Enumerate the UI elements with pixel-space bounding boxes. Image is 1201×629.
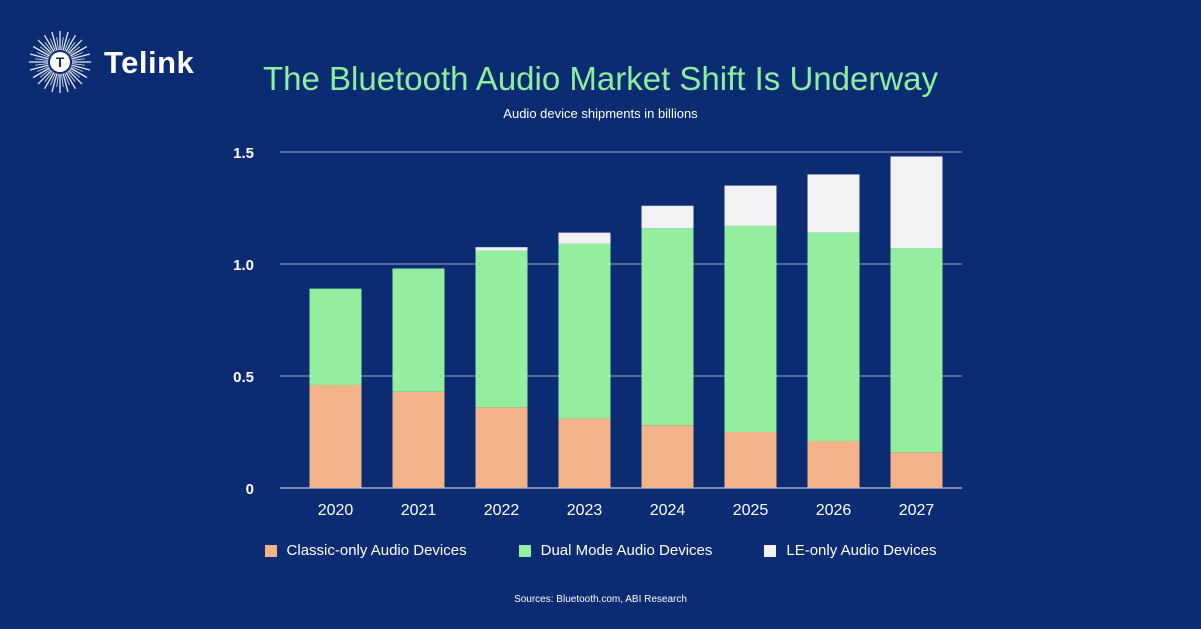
bar-segment-classic xyxy=(641,425,694,488)
bar-segment-classic xyxy=(558,418,611,488)
x-tick-label: 2026 xyxy=(816,502,852,519)
bar-segment-dual-mode xyxy=(890,248,943,453)
stacked-bar-chart: 0 0.5 1.0 1.5 2020 2021 2022 2023 2024 2025 2026 20… xyxy=(233,145,962,519)
logo-ray xyxy=(61,37,64,51)
bar-segment-le-only xyxy=(641,205,694,229)
logo-ray xyxy=(64,72,70,86)
logo-ray xyxy=(37,39,52,54)
logo-ray xyxy=(66,71,76,83)
logo-ray xyxy=(43,34,55,52)
bar-segment-classic xyxy=(309,384,362,488)
logo-ray xyxy=(68,39,83,54)
logo-ray xyxy=(29,64,49,71)
legend-label-le-only: LE-only Audio Devices xyxy=(786,542,937,559)
bar-segment-dual-mode xyxy=(392,268,445,392)
chart-legend: Classic-only Audio Devices Dual Mode Aud… xyxy=(0,542,1201,559)
x-tick-label: 2023 xyxy=(567,502,603,519)
bar-segment-classic xyxy=(392,391,445,488)
x-tick-label: 2022 xyxy=(484,502,520,519)
logo-ray xyxy=(36,66,50,72)
logo-ray xyxy=(62,73,69,93)
logo-ray xyxy=(32,45,50,57)
chart-title: The Bluetooth Audio Market Shift Is Unde… xyxy=(262,60,939,97)
bar-segment-le-only xyxy=(890,156,943,249)
brand-name: Telink xyxy=(104,45,195,80)
logo-ray xyxy=(70,45,88,57)
legend-swatch-classic xyxy=(264,544,277,557)
logo-ray xyxy=(68,70,83,85)
logo-ray xyxy=(66,41,76,53)
legend-item-classic: Classic-only Audio Devices xyxy=(264,542,467,559)
logo-ray xyxy=(70,66,84,72)
x-tick-label: 2021 xyxy=(401,502,437,519)
bar-segment-dual-mode xyxy=(309,288,362,385)
logo-ray xyxy=(71,53,91,60)
logo-ray xyxy=(39,46,51,56)
logo-ray xyxy=(39,68,51,78)
logo-ray xyxy=(35,63,49,66)
bar-segment-classic xyxy=(475,407,528,488)
logo-ray xyxy=(64,38,70,52)
legend-label-classic: Classic-only Audio Devices xyxy=(286,542,467,559)
logo-ray xyxy=(65,34,77,52)
legend-swatch-le-only xyxy=(764,544,777,557)
source-note: Sources: Bluetooth.com, ABI Research xyxy=(514,594,687,605)
legend-label-dual-mode: Dual Mode Audio Devices xyxy=(540,542,713,559)
logo-letter: T xyxy=(56,54,65,70)
logo-ray xyxy=(69,46,81,56)
y-tick-label: 0.5 xyxy=(233,369,254,386)
logo-ray xyxy=(50,38,56,52)
logo-ray xyxy=(51,73,58,93)
logo-ray xyxy=(36,52,50,58)
logo-ray xyxy=(61,73,64,87)
logo-ray xyxy=(70,52,84,58)
logo-ray xyxy=(71,58,85,61)
bar-segment-le-only xyxy=(475,247,528,251)
logo-ray xyxy=(71,64,91,71)
logo-ray xyxy=(29,53,49,60)
y-tick-label: 0 xyxy=(246,481,254,498)
bar-segment-dual-mode xyxy=(724,225,777,432)
x-tick-label: 2027 xyxy=(899,502,935,519)
logo-ray xyxy=(69,68,81,78)
telink-logo: T Telink xyxy=(28,30,198,94)
bar-segment-dual-mode xyxy=(641,228,694,426)
logo-ray xyxy=(71,63,85,66)
bar-segment-dual-mode xyxy=(807,232,860,441)
legend-swatch-dual-mode xyxy=(518,544,531,557)
logo-ray xyxy=(70,67,88,79)
logo-ray xyxy=(43,72,55,90)
bar-segment-dual-mode xyxy=(475,250,528,408)
bar-segment-dual-mode xyxy=(558,243,611,419)
legend-item-le-only: LE-only Audio Devices xyxy=(764,542,936,559)
bar-segment-le-only xyxy=(807,174,860,233)
bar-segment-le-only xyxy=(558,232,611,244)
logo-core xyxy=(50,52,70,72)
logo-ray xyxy=(51,31,58,51)
logo-ray xyxy=(50,72,56,86)
bar-segment-classic xyxy=(807,440,860,488)
bar-segment-classic xyxy=(890,452,943,488)
x-tick-label: 2025 xyxy=(733,502,769,519)
logo-ray xyxy=(56,37,59,51)
bar-segment-le-only xyxy=(724,185,777,226)
logo-ray xyxy=(56,73,59,87)
logo-ray xyxy=(62,31,69,51)
telink-burst-icon: T xyxy=(29,31,91,93)
logo-ray xyxy=(65,72,77,90)
logo-ray xyxy=(44,71,54,83)
logo-ray xyxy=(35,58,49,61)
logo-ray xyxy=(37,70,52,85)
logo-ray xyxy=(44,41,54,53)
logo-ray xyxy=(32,67,50,79)
legend-item-dual-mode: Dual Mode Audio Devices xyxy=(518,542,713,559)
bar-segment-classic xyxy=(724,432,777,488)
chart-subtitle: Audio device shipments in billions xyxy=(503,106,698,121)
y-tick-label: 1.0 xyxy=(233,257,254,274)
x-tick-label: 2020 xyxy=(318,502,354,519)
y-tick-label: 1.5 xyxy=(233,145,254,162)
x-tick-label: 2024 xyxy=(650,502,686,519)
